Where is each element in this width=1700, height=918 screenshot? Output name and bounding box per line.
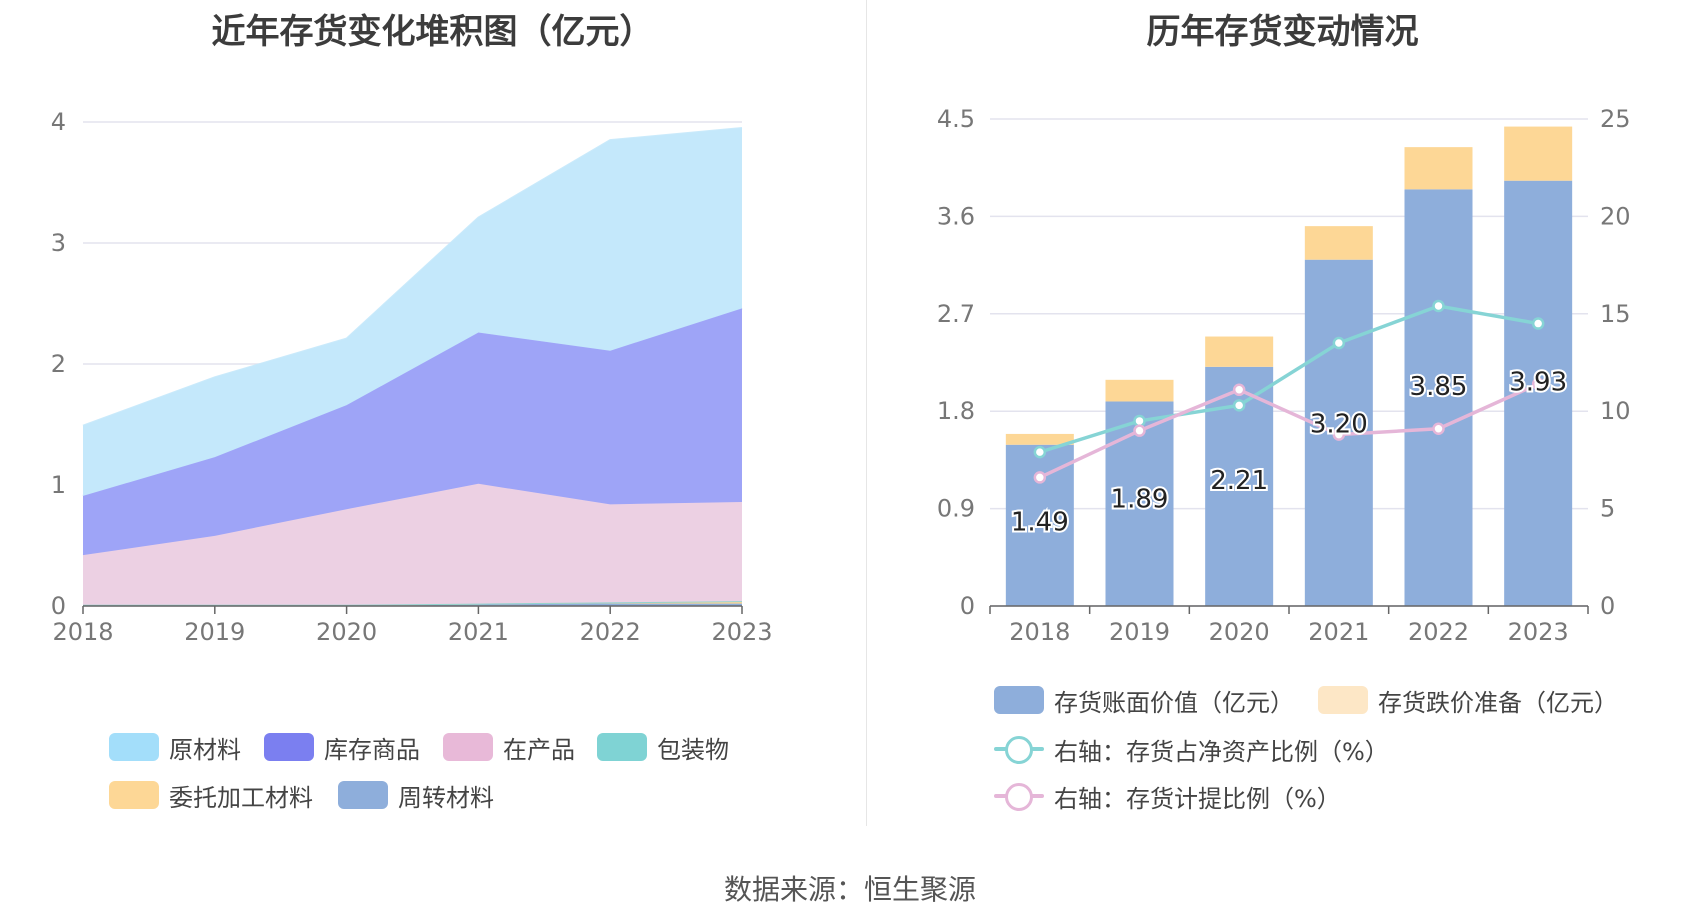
x-tick-label: 2021 [1308,618,1369,646]
line-point [1033,445,1047,459]
bar-value-label: 3.85 [1410,372,1468,402]
y-tick-label: 2 [51,350,66,378]
line-point [1531,377,1545,391]
legend-swatch [109,781,159,809]
right-chart-title: 历年存货变动情况 [1146,12,1419,52]
legend-swatch [338,781,388,809]
legend-swatch [994,686,1044,714]
line-point [1133,424,1146,437]
y2-tick-label: 25 [1600,105,1631,133]
x-tick-label: 2022 [580,618,641,646]
legend-line-swatch [994,782,1044,811]
legend-label: 存货跌价准备（亿元） [1378,688,1618,717]
bar-value-label: 3.93 [1509,368,1567,398]
y2-tick-label: 20 [1600,202,1631,230]
y-tick-label: 2.7 [937,300,975,328]
legend-item-finished-goods[interactable]: 库存商品 [264,733,420,764]
legend-swatch [1318,686,1368,714]
bar-impairment [1005,433,1074,445]
legend-line-swatch [994,735,1044,764]
legend-label: 右轴：存货占净资产比例（%） [1054,737,1389,766]
x-tick-label: 2023 [711,618,772,646]
legend-swatch [443,733,493,761]
legend-swatch [109,733,159,761]
y-tick-label: 0 [960,592,975,620]
panel-divider [866,0,867,826]
area-库存商品 [83,308,742,556]
line-point [1531,317,1545,330]
legend-label: 存货账面价值（亿元） [1054,688,1294,717]
legend-label: 包装物 [657,735,729,764]
legend-swatch [264,733,314,761]
legend-item-packaging[interactable]: 包装物 [597,733,729,764]
data-source-note: 数据来源：恒生聚源 [723,873,976,906]
y-tick-label: 1 [51,471,66,499]
y2-tick-label: 15 [1600,300,1631,328]
y-tick-label: 4.5 [937,105,975,133]
x-tick-label: 2019 [184,618,245,646]
legend-label: 在产品 [503,735,575,764]
x-tick-label: 2020 [1209,618,1270,646]
bar-book-value [1404,189,1473,606]
legend-item-turnover-materials[interactable]: 周转材料 [338,781,494,812]
y2-tick-label: 0 [1600,592,1615,620]
legend-item-raw-material[interactable]: 原材料 [109,733,241,764]
y2-tick-label: 5 [1600,495,1615,523]
legend-item-net-asset-ratio[interactable]: 右轴：存货占净资产比例（%） [994,735,1389,766]
x-tick-label: 2021 [448,618,509,646]
area-原材料 [83,128,742,496]
area-edge [82,127,743,427]
line-point [1432,422,1445,435]
x-tick-label: 2018 [52,618,113,646]
x-tick-label: 2022 [1408,618,1469,646]
bar-value-label: 1.89 [1111,485,1169,515]
legend-item-provision-ratio[interactable]: 右轴：存货计提比例（%） [994,782,1341,813]
line-point [1033,471,1047,484]
y-tick-label: 3 [51,229,66,257]
bar-value-label: 3.20 [1310,409,1368,439]
line-point [1332,428,1346,441]
y-tick-label: 3.6 [937,202,975,230]
x-tick-label: 2020 [316,618,377,646]
legend-item-consigned-processing[interactable]: 委托加工材料 [109,781,313,812]
y2-tick-label: 10 [1600,397,1631,425]
bar-impairment [1504,126,1573,181]
y-tick-label: 1.8 [937,397,975,425]
legend-label: 右轴：存货计提比例（%） [1054,784,1341,813]
x-tick-label: 2018 [1009,618,1070,646]
y-tick-label: 4 [51,108,66,136]
legend-item-work-in-progress[interactable]: 在产品 [443,733,575,764]
bar-impairment [1205,336,1274,367]
legend-swatch [597,733,647,761]
legend-label: 周转材料 [398,783,494,812]
area-在产品 [83,483,742,605]
bar-value-label: 1.49 [1011,508,1069,538]
line-point [1432,299,1445,313]
legend-item-book-value[interactable]: 存货账面价值（亿元） [994,686,1294,717]
line-series [1039,382,1539,480]
y-tick-label: 0.9 [937,495,975,523]
legend-label: 原材料 [169,735,241,764]
legend-item-impairment-provision[interactable]: 存货跌价准备（亿元） [1318,686,1618,717]
bar-impairment [1304,226,1373,260]
bar-impairment [1105,379,1174,402]
line-point [1232,399,1246,412]
legend-label: 库存商品 [324,735,420,764]
bar-impairment [1404,147,1473,190]
line-point [1232,383,1246,397]
line-point [1332,336,1346,350]
legend-label: 委托加工材料 [169,783,313,812]
left-chart-title: 近年存货变化堆积图（亿元） [211,12,654,52]
x-tick-label: 2019 [1109,618,1170,646]
line-series [1039,304,1539,454]
x-tick-label: 2023 [1508,618,1569,646]
y-tick-label: 0 [51,592,66,620]
bar-value-label: 2.21 [1210,466,1268,496]
